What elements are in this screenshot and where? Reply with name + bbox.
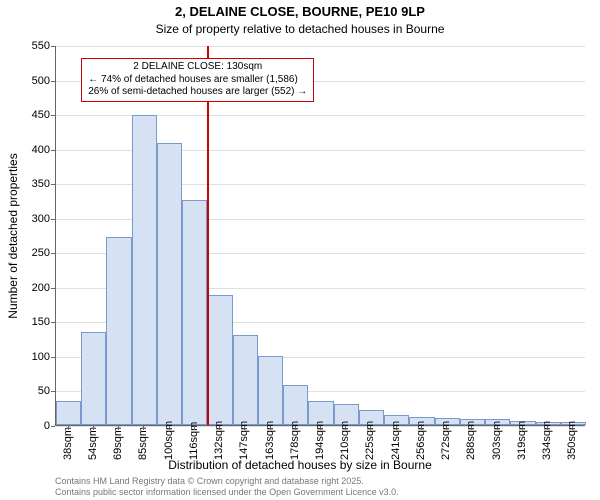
histogram-bar	[207, 295, 232, 425]
x-tick-mark	[446, 426, 447, 430]
x-tick-label: 100sqm	[163, 440, 175, 460]
histogram-bar	[56, 401, 81, 425]
y-tick-mark	[51, 81, 55, 82]
chart-subtitle: Size of property relative to detached ho…	[0, 22, 600, 36]
x-tick-mark	[270, 426, 271, 430]
plot-area: 2 DELAINE CLOSE: 130sqm← 74% of detached…	[55, 46, 585, 426]
annotation-box: 2 DELAINE CLOSE: 130sqm← 74% of detached…	[81, 58, 314, 102]
y-tick-mark	[51, 253, 55, 254]
y-tick-mark	[51, 357, 55, 358]
x-tick-mark	[572, 426, 573, 430]
x-tick-label: 350sqm	[566, 440, 578, 460]
histogram-bar	[81, 332, 106, 425]
histogram-bar	[182, 200, 207, 425]
histogram-bar	[233, 335, 258, 425]
x-tick-mark	[143, 426, 144, 430]
y-tick-mark	[51, 46, 55, 47]
x-tick-label: 69sqm	[112, 440, 124, 460]
y-tick-label: 550	[5, 40, 50, 52]
chart-title: 2, DELAINE CLOSE, BOURNE, PE10 9LP	[0, 4, 600, 19]
x-tick-mark	[295, 426, 296, 430]
reference-line	[207, 46, 209, 425]
histogram-bar	[157, 143, 182, 425]
x-tick-label: 288sqm	[465, 440, 477, 460]
x-axis-label: Distribution of detached houses by size …	[0, 458, 600, 472]
x-tick-mark	[396, 426, 397, 430]
y-tick-label: 450	[5, 109, 50, 121]
x-tick-label: 85sqm	[137, 440, 149, 460]
x-tick-mark	[421, 426, 422, 430]
y-tick-mark	[51, 288, 55, 289]
x-tick-mark	[522, 426, 523, 430]
y-tick-mark	[51, 391, 55, 392]
annotation-line: 2 DELAINE CLOSE: 130sqm	[88, 61, 307, 74]
x-tick-mark	[93, 426, 94, 430]
y-tick-mark	[51, 184, 55, 185]
annotation-line: 26% of semi-detached houses are larger (…	[88, 86, 307, 99]
x-tick-label: 38sqm	[62, 440, 74, 460]
x-tick-label: 241sqm	[390, 440, 402, 460]
y-tick-label: 500	[5, 75, 50, 87]
x-tick-label: 225sqm	[364, 440, 376, 460]
x-tick-mark	[194, 426, 195, 430]
y-tick-label: 150	[5, 316, 50, 328]
histogram-bar	[132, 115, 157, 425]
x-tick-label: 210sqm	[339, 440, 351, 460]
x-tick-label: 132sqm	[213, 440, 225, 460]
x-tick-mark	[118, 426, 119, 430]
x-tick-mark	[219, 426, 220, 430]
x-tick-label: 163sqm	[264, 440, 276, 460]
x-tick-mark	[320, 426, 321, 430]
footnote-line-1: Contains HM Land Registry data © Crown c…	[55, 476, 364, 486]
x-tick-mark	[370, 426, 371, 430]
y-tick-mark	[51, 322, 55, 323]
x-tick-mark	[244, 426, 245, 430]
x-tick-label: 147sqm	[238, 440, 250, 460]
x-tick-label: 194sqm	[314, 440, 326, 460]
y-tick-label: 400	[5, 144, 50, 156]
footnote-line-2: Contains public sector information licen…	[55, 487, 399, 497]
y-tick-label: 100	[5, 351, 50, 363]
x-tick-mark	[547, 426, 548, 430]
x-tick-label: 319sqm	[516, 440, 528, 460]
y-tick-label: 200	[5, 282, 50, 294]
x-tick-mark	[68, 426, 69, 430]
x-tick-mark	[471, 426, 472, 430]
y-tick-label: 350	[5, 178, 50, 190]
annotation-line: ← 74% of detached houses are smaller (1,…	[88, 74, 307, 87]
y-tick-mark	[51, 115, 55, 116]
x-tick-label: 272sqm	[440, 440, 452, 460]
x-tick-label: 178sqm	[289, 440, 301, 460]
x-tick-mark	[497, 426, 498, 430]
y-tick-label: 0	[5, 420, 50, 432]
y-tick-label: 250	[5, 247, 50, 259]
x-tick-label: 116sqm	[188, 440, 200, 460]
x-tick-label: 334sqm	[541, 440, 553, 460]
histogram-bar	[106, 237, 131, 425]
y-tick-mark	[51, 219, 55, 220]
x-tick-mark	[345, 426, 346, 430]
histogram-bar	[283, 385, 308, 425]
gridline	[56, 46, 585, 47]
histogram-bar	[258, 356, 283, 425]
x-tick-mark	[169, 426, 170, 430]
y-tick-label: 50	[5, 385, 50, 397]
y-tick-label: 300	[5, 213, 50, 225]
y-tick-mark	[51, 150, 55, 151]
x-tick-label: 303sqm	[491, 440, 503, 460]
y-tick-mark	[51, 426, 55, 427]
x-tick-label: 256sqm	[415, 440, 427, 460]
x-tick-label: 54sqm	[87, 440, 99, 460]
